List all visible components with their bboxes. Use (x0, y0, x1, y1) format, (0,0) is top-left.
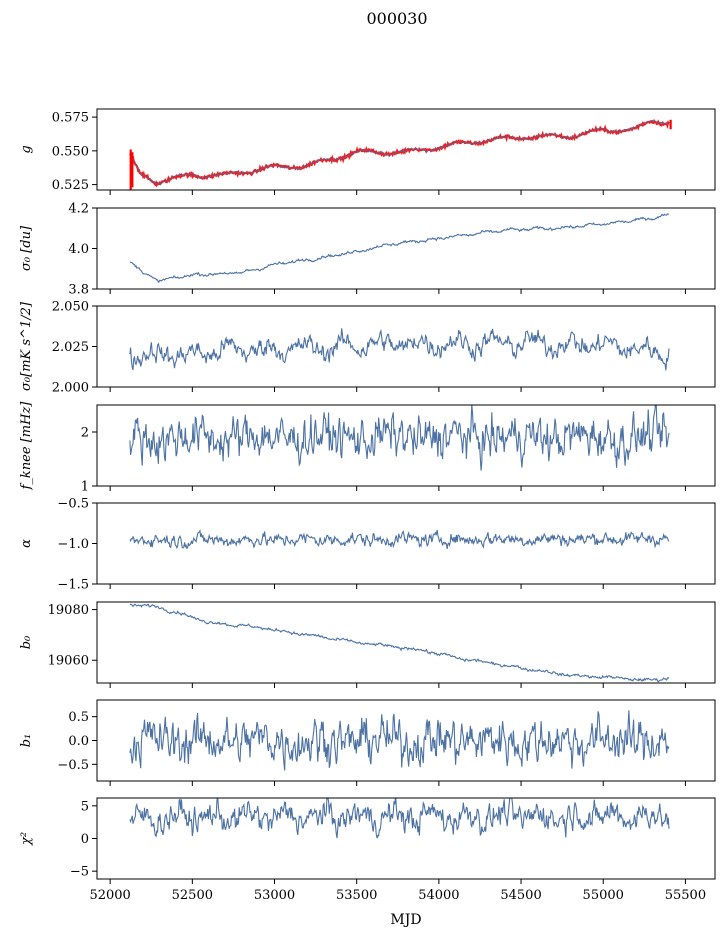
y-tick-label-b0-1: 19080 (48, 603, 89, 618)
y-tick-label-chi2-1: 0 (81, 832, 89, 847)
panel-frame-chi2 (96, 797, 716, 880)
y-tick-label-sigma0-0: 3.8 (68, 283, 89, 298)
panel-fknee: 1 2 f_knee [mHz] (19, 401, 716, 495)
y-tick-label-b1-0: −0.5 (57, 758, 89, 773)
x-axis-label: MJD (390, 912, 421, 928)
series-line-alpha (129, 529, 670, 550)
y-axis-label-fknee: f_knee [mHz] (19, 401, 34, 491)
y-tick-label-alpha-2: −0.5 (57, 497, 89, 512)
panel-b1: −0.5 0.0 0.5 b₁ (19, 699, 716, 786)
figure-title: 000030 (366, 9, 427, 28)
y-tick-label-g-0: 0.525 (52, 178, 89, 193)
y-tick-label-fknee-1: 2 (81, 426, 89, 441)
panel-g: 0.525 0.550 0.575 g (19, 108, 716, 195)
x-tick-label-3: 53500 (336, 888, 377, 903)
y-axis-label-sigma0: σ₀ [du] (19, 225, 34, 271)
panel-b0: 19060 19080 b₀ (19, 601, 716, 688)
x-tick-label-5: 54500 (500, 888, 541, 903)
y-tick-label-chi2-2: 5 (81, 799, 89, 814)
x-tick-label-1: 52500 (172, 888, 213, 903)
panel-chi2: −5 0 5 χ² (19, 797, 716, 884)
series-line-b1 (129, 710, 670, 771)
y-axis-label-sigma0-mks: σ₀[mK s^1/2] (19, 301, 34, 391)
x-tick-label-0: 52000 (89, 888, 130, 903)
y-tick-label-sigma0-mks-1: 2.025 (52, 340, 89, 355)
series-line-fknee (129, 405, 670, 471)
panel-frame-fknee (96, 404, 716, 487)
y-tick-label-b0-0: 19060 (48, 654, 89, 669)
series-line-sigma0 (129, 213, 670, 284)
y-tick-label-g-1: 0.550 (52, 144, 89, 159)
y-tick-label-b1-1: 0.0 (68, 734, 89, 749)
y-tick-label-alpha-1: −1.0 (57, 537, 89, 552)
y-tick-label-sigma0-mks-2: 2.050 (52, 300, 89, 315)
y-tick-label-b1-2: 0.5 (68, 710, 89, 725)
x-tick-label-6: 55000 (583, 888, 624, 903)
x-tick-label-2: 53000 (254, 888, 295, 903)
series-line-b0 (129, 603, 670, 683)
series-line-sigma0-mks (129, 328, 670, 371)
panel-frame-g (96, 108, 716, 191)
x-tick-label-7: 55500 (665, 888, 706, 903)
y-tick-label-g-2: 0.575 (52, 111, 89, 126)
y-axis-label-chi2: χ² (19, 832, 34, 846)
panel-sigma0: 3.8 4.0 4.2 σ₀ [du] (19, 202, 716, 298)
overlay-line-g (129, 118, 670, 188)
panel-sigma0-mks: 2.000 2.025 2.050 σ₀[mK s^1/2] (19, 300, 716, 396)
y-tick-label-alpha-0: −1.5 (57, 578, 89, 593)
y-tick-label-sigma0-2: 4.2 (68, 202, 89, 217)
y-axis-label-b0: b₀ (19, 635, 34, 649)
panel-alpha: −1.5 −1.0 −0.5 α (19, 497, 716, 593)
x-tick-label-4: 54000 (418, 888, 459, 903)
series-line-top-g (129, 120, 669, 186)
panel-frame-b0 (96, 601, 716, 684)
series-line-chi2 (129, 798, 670, 839)
y-axis-label-b1: b₁ (19, 734, 34, 748)
y-tick-label-chi2-0: −5 (70, 865, 89, 880)
y-tick-label-sigma0-mks-0: 2.000 (52, 381, 89, 396)
y-axis-label-alpha: α (19, 539, 34, 548)
x-axis: 52000 52500 53000 53500 54000 54500 55000 55500 (89, 888, 706, 903)
y-axis-label-g: g (19, 145, 34, 153)
y-tick-label-sigma0-1: 4.0 (68, 242, 89, 257)
y-tick-label-fknee-0: 1 (81, 480, 89, 495)
